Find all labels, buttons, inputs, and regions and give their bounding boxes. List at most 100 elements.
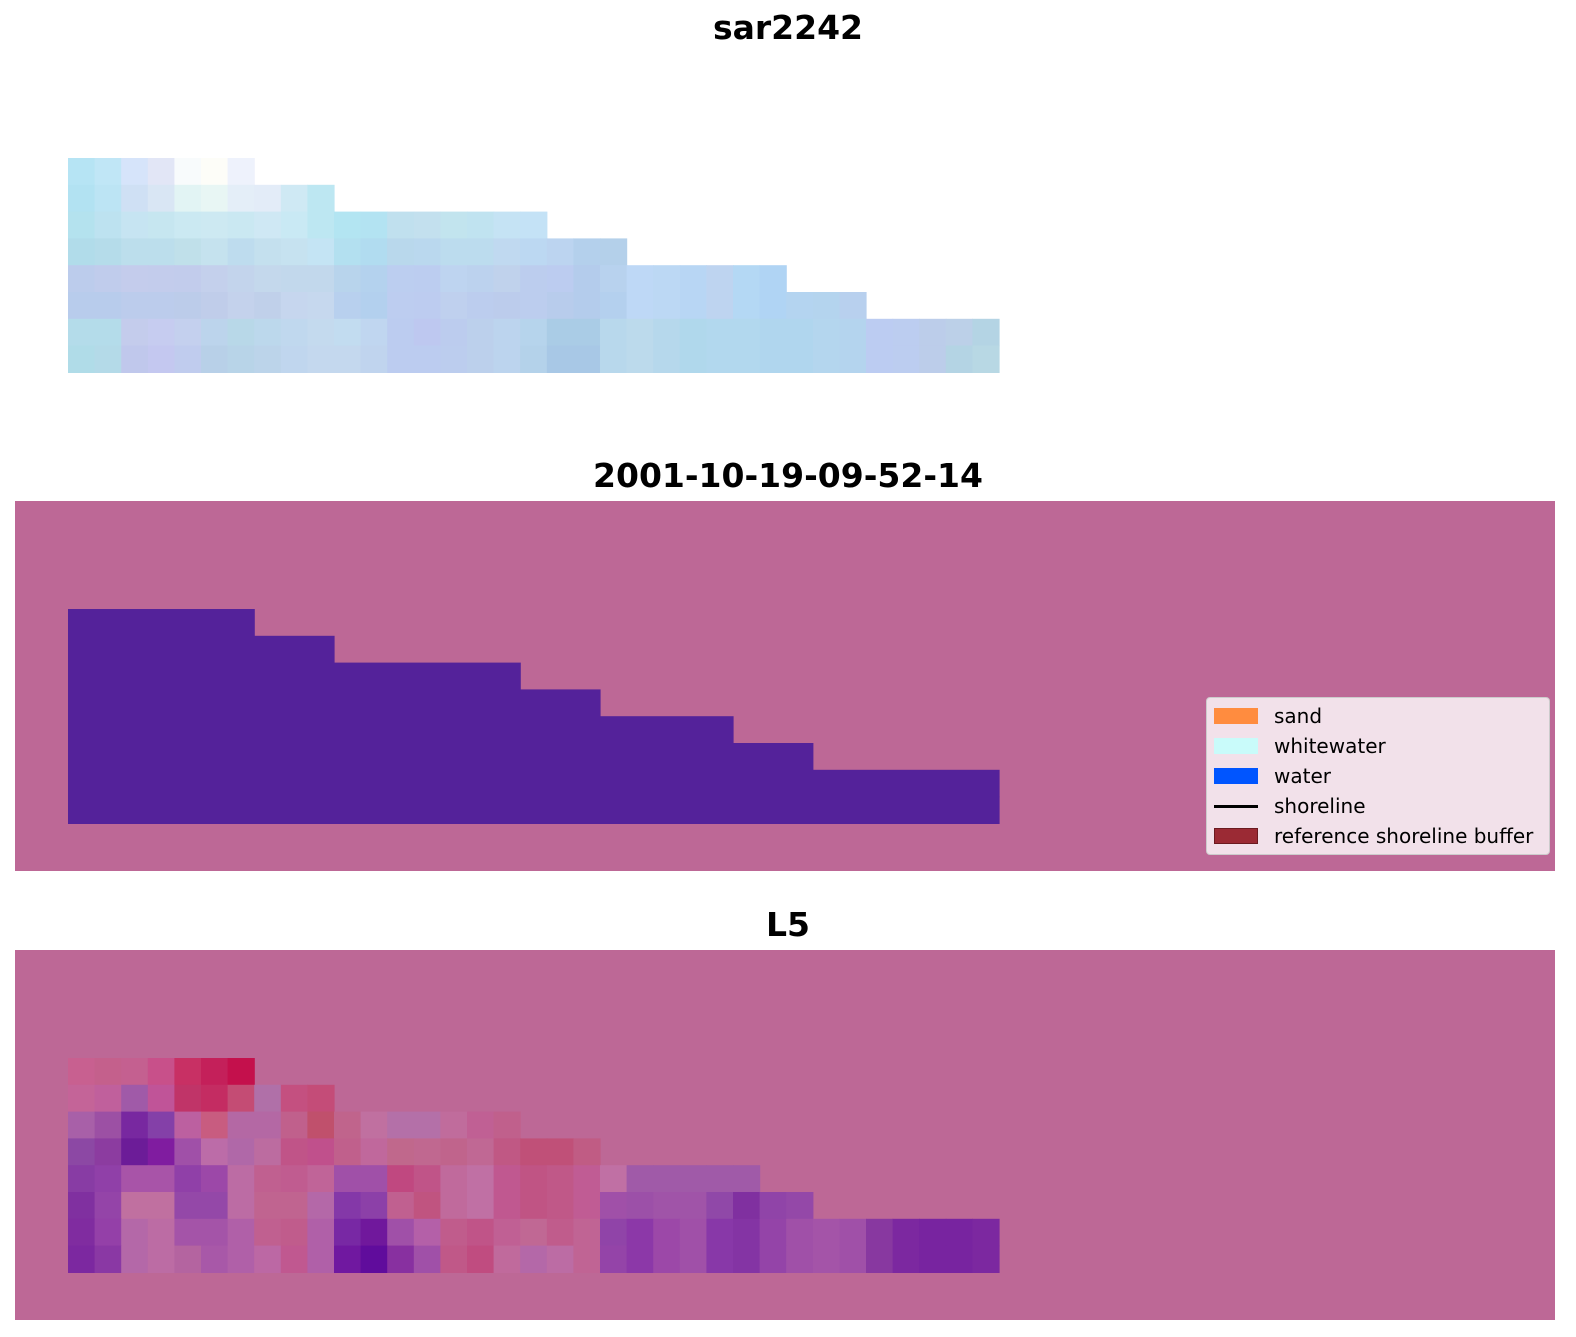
pixel-cell [201,265,229,293]
pixel-cell [307,1218,335,1247]
pixel-cell [121,1111,149,1139]
pixel-cell [201,345,229,373]
pixel-cell [334,292,362,320]
pixel-cell [94,292,122,320]
pixel-cell [733,1192,761,1220]
pixel-cell [254,318,282,347]
pixel-cell [254,1245,282,1273]
pixel-cell [759,1245,787,1273]
pixel-cell [759,345,787,373]
pixel-cell [546,1218,574,1247]
pixel-cell [387,1218,415,1247]
pixel-cell [68,318,96,347]
pixel-cell [280,292,308,320]
pixel-cell [360,1165,388,1193]
pixel-cell [280,211,308,239]
pixel-cell [68,184,96,213]
pixel-cell [227,1111,255,1139]
pixel-cell [227,1058,255,1086]
pixel-cell [360,238,388,266]
pixel-cell [812,292,840,320]
pixel-cell [493,318,521,347]
pixel-cell [467,1138,495,1166]
pixel-cell [201,292,229,320]
pixel-cell [653,318,681,347]
pixel-cell [679,1218,707,1247]
pixel-cell [866,345,894,373]
pixel-cell [573,1192,601,1220]
pixel-cell [201,1192,229,1220]
pixel-cell [493,1192,521,1220]
pixel-cell [733,1245,761,1273]
legend-item-whitewater: whitewater [1214,731,1386,761]
pixel-cell [387,265,415,293]
pixel-cell [174,318,202,347]
pixel-cell [546,292,574,320]
pixel-cell [440,211,468,239]
pixel-cell [945,1245,973,1273]
pixel-cell [94,1218,122,1247]
pixel-cell [387,238,415,266]
pixel-cell [121,1192,149,1220]
pixel-cell [679,1245,707,1273]
pixel-cell [334,238,362,266]
pixel-cell [600,318,628,347]
pixel-cell [280,184,308,213]
pixel-cell [839,292,867,320]
pixel-cell [280,1138,308,1166]
pixel-cell [600,292,628,320]
legend-swatch-reference-buffer [1214,828,1258,844]
pixel-cell [653,1165,681,1193]
pixel-cell [307,1084,335,1113]
pixel-cell [759,318,787,347]
pixel-cell [706,1165,734,1193]
pixel-cell [866,1245,894,1273]
classification-panel [15,501,1555,871]
legend-swatch-water [1214,768,1258,784]
pixel-cell [94,1165,122,1193]
pixel-cell [280,1165,308,1193]
water-region-row [68,609,255,637]
pixel-cell [706,265,734,293]
pixel-cell [467,1245,495,1273]
pixel-cell [94,184,122,213]
pixel-cell [440,318,468,347]
pixel-cell [174,1245,202,1273]
pixel-cell [573,1165,601,1193]
pixel-cell [121,265,149,293]
pixel-cell [467,265,495,293]
pixel-cell [786,318,814,347]
pixel-cell [892,1218,920,1247]
pixel-cell [68,1084,96,1113]
pixel-cell [360,318,388,347]
pixel-cell [68,1058,96,1086]
pixel-cell [520,238,548,266]
pixel-cell [147,1165,175,1193]
pixel-cell [653,292,681,320]
water-region-row [68,689,601,717]
pixel-cell [573,238,601,266]
pixel-cell [600,265,628,293]
pixel-cell [892,345,920,373]
pixel-cell [174,184,202,213]
pixel-cell [334,1218,362,1247]
pixel-cell [94,158,122,186]
pixel-cell [174,265,202,293]
pixel-cell [280,265,308,293]
pixel-cell [440,1111,468,1139]
water-region-row [68,662,521,690]
pixel-cell [626,292,654,320]
pixel-cell [360,211,388,239]
pixel-cell [201,1084,229,1113]
pixel-cell [600,238,628,266]
pixel-cell [254,1138,282,1166]
pixel-cell [254,345,282,373]
pixel-cell [227,292,255,320]
pixel-cell [68,1165,96,1193]
pixel-cell [254,1218,282,1247]
pixel-cell [201,1218,229,1247]
pixel-cell [334,1245,362,1273]
pixel-cell [307,1192,335,1220]
pixel-cell [573,345,601,373]
pixel-cell [254,238,282,266]
